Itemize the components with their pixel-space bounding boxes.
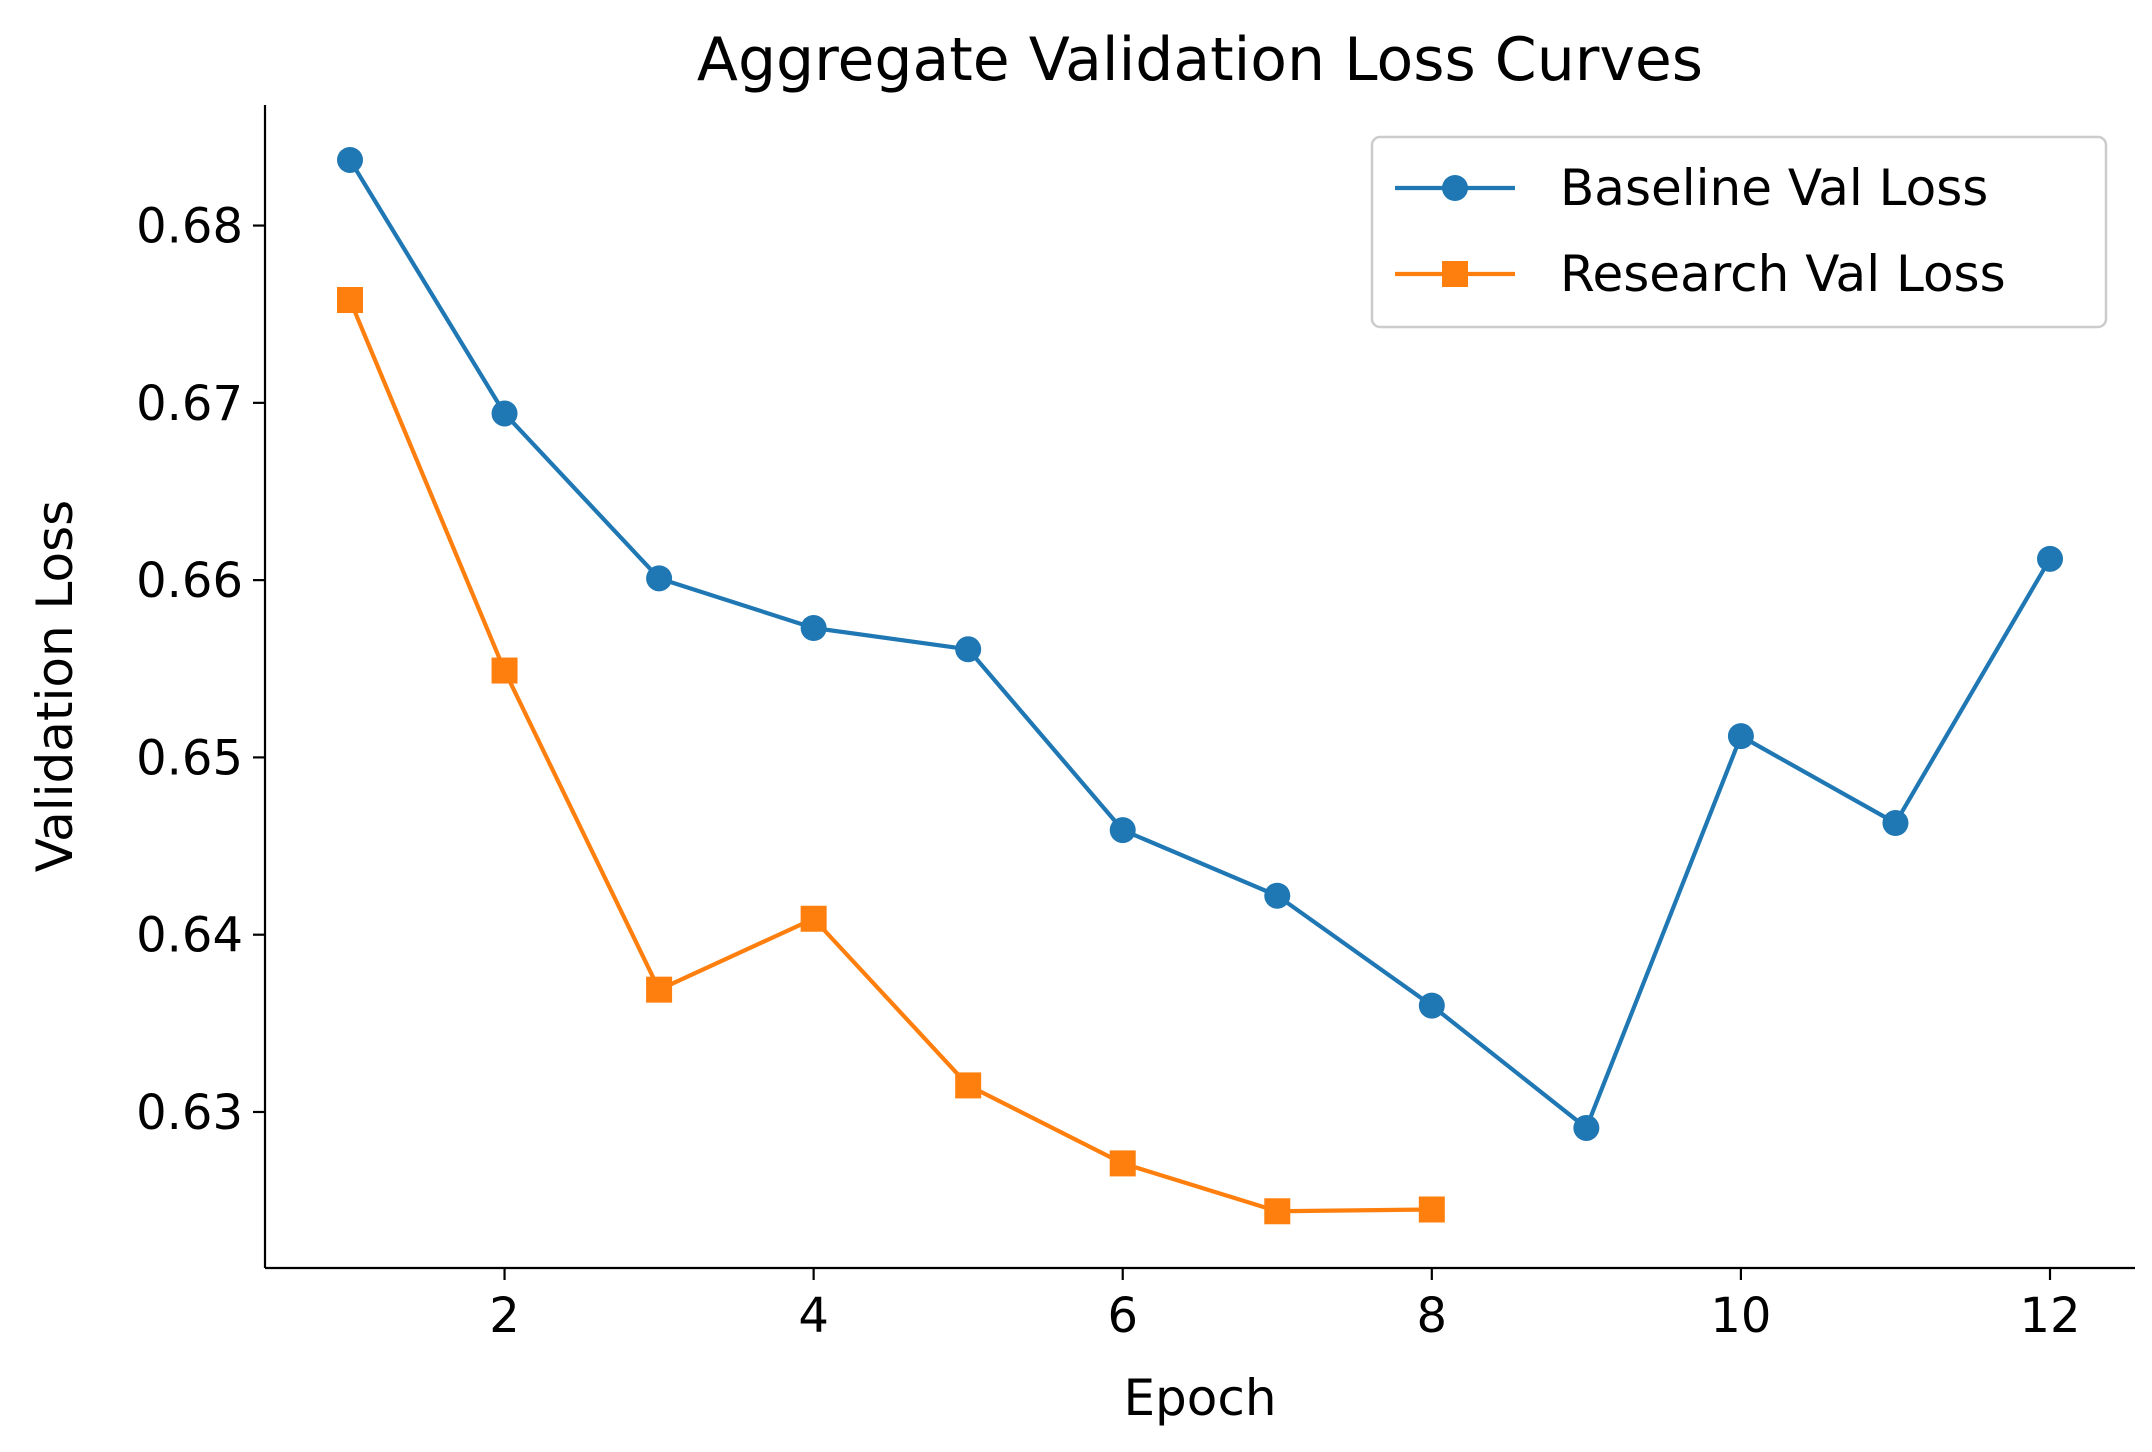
x-tick-label: 6 — [1107, 1288, 1138, 1344]
data-point — [491, 657, 518, 684]
axes — [263, 105, 2135, 1270]
x-tick-label: 4 — [798, 1288, 829, 1344]
data-point — [1418, 992, 1445, 1019]
data-point — [2037, 545, 2063, 572]
x-tick-label: 2 — [489, 1288, 520, 1344]
y-axis-title: Validation Loss — [26, 500, 84, 872]
data-point — [646, 565, 673, 592]
legend-marker — [1442, 175, 1468, 201]
x-ticks: 2 4 6 8 10 12 — [489, 1268, 2081, 1344]
x-axis-title: Epoch — [1123, 1369, 1276, 1427]
data-point — [1882, 810, 1909, 837]
x-tick-label: 12 — [2019, 1288, 2080, 1344]
legend: Baseline Val Loss Research Val Loss — [1370, 135, 2108, 329]
data-point — [1109, 817, 1136, 844]
y-tick-label: 0.68 — [136, 199, 243, 255]
series-layer — [337, 146, 2063, 1225]
data-point — [337, 287, 363, 314]
data-point — [800, 905, 827, 932]
y-tick-label: 0.64 — [136, 908, 243, 964]
legend-item: Baseline Val Loss — [1395, 159, 1988, 217]
legend-marker — [1442, 261, 1468, 287]
legend-item: Research Val Loss — [1395, 245, 2006, 303]
series-1 — [337, 146, 2063, 1141]
data-point — [491, 400, 518, 427]
data-point — [1264, 882, 1291, 909]
data-point — [955, 636, 982, 663]
y-tick-label: 0.66 — [136, 553, 243, 609]
data-point — [1727, 723, 1754, 750]
data-point — [800, 614, 827, 641]
series-line — [348, 158, 2052, 1131]
x-tick-label: 8 — [1417, 1288, 1448, 1344]
data-point — [1264, 1198, 1291, 1225]
series-2 — [337, 287, 1445, 1225]
legend-label: Baseline Val Loss — [1560, 159, 1988, 217]
legend-box — [1370, 135, 2108, 329]
y-tick-label: 0.67 — [136, 376, 243, 432]
legend-label: Research Val Loss — [1560, 245, 2006, 303]
data-point — [955, 1072, 982, 1099]
series-line — [348, 299, 1432, 1214]
data-point — [1418, 1196, 1445, 1223]
y-ticks: 0.63 0.64 0.65 0.66 0.67 0.68 — [136, 199, 265, 1141]
y-tick-label: 0.63 — [136, 1085, 243, 1141]
data-point — [646, 976, 673, 1003]
legend-items: Baseline Val Loss Research Val Loss — [1395, 159, 2006, 303]
data-point — [337, 146, 363, 173]
chart-title: Aggregate Validation Loss Curves — [697, 25, 1703, 95]
x-tick-label: 10 — [1710, 1288, 1771, 1344]
data-point — [1573, 1114, 1600, 1141]
y-tick-label: 0.65 — [136, 730, 243, 786]
data-point — [1109, 1150, 1136, 1177]
